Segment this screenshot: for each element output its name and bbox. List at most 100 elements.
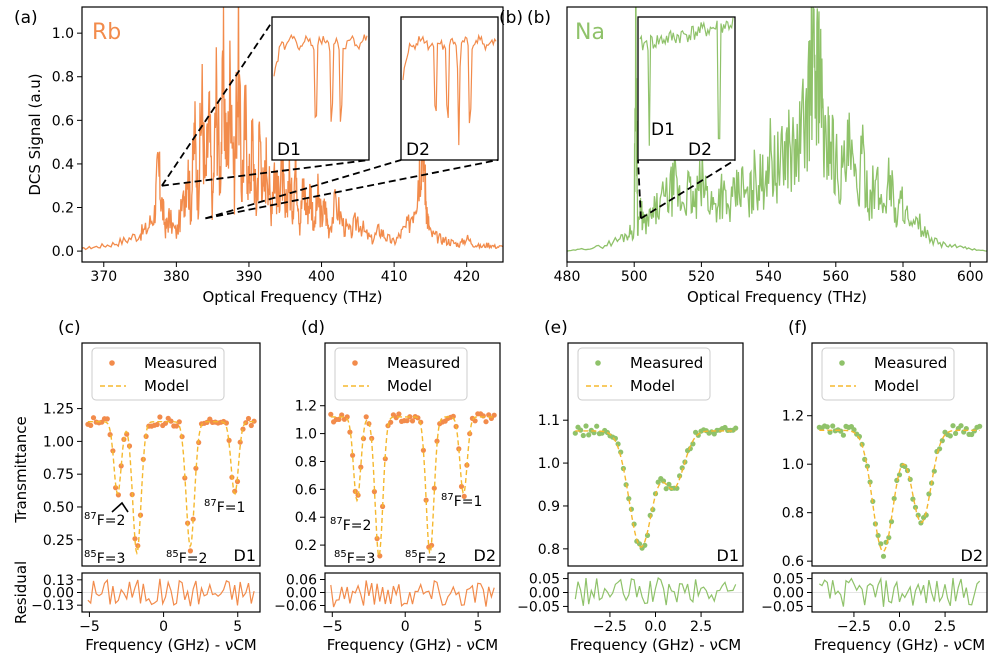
isotope-superscript: 87 [330,516,343,527]
measured-point [173,423,180,429]
x-tick-label: 0 [159,619,168,635]
measured-point [594,423,600,429]
panel-e: 0.80.91.01.1MeasuredModelD1(e)−0.050.000… [517,318,744,654]
legend-label-measured: Measured [874,354,947,372]
measured-point [344,414,350,420]
spectrum-series-line [567,7,987,252]
measured-point [336,416,342,422]
measured-point [583,423,589,429]
panel-c: 0.25 0.50 0.75 1.00 1.25 Measured Model D1 (c) −0… [12,318,261,654]
measured-point [830,423,836,429]
legend-box [577,347,711,401]
measured-point [396,411,402,417]
measured-point [679,465,685,471]
panel-b: 480 500 520 540 560 580 600 Optical Frequency (… [499,6,988,306]
x-axis-label: Frequency (GHz) - νCM [814,636,985,654]
measured-point [578,427,584,433]
measured-point [915,512,921,518]
x-tick-label: −2.5 [837,619,871,635]
panel-a: 370 380 390 400 410 420 0.0 0.2 0.4 0.6 0.8 1.0 Opti… [14,6,504,306]
measured-point [888,519,895,525]
level-label: F=2 [97,513,126,529]
inset-box [400,16,499,161]
measured-point [687,446,693,452]
measured-point [107,432,113,438]
corner-label: D2 [474,546,497,565]
zoom-line [637,159,642,219]
legend-marker-measured [109,360,115,366]
y-tick-label: 1.1 [538,413,560,429]
x-tick-label: 2.5 [690,619,712,635]
y-tick-label: 1.00 [43,434,74,450]
measured-point [226,437,232,443]
x-tick-label: 480 [554,269,581,285]
y-tick-label: 1.2 [782,409,804,425]
x-tick-label: 2.5 [934,619,956,635]
inset-series-line [402,33,497,146]
inset-label-d2: D2 [406,140,430,160]
measured-point [958,423,964,429]
measured-point [420,447,426,453]
measured-point [953,430,959,436]
isotope-superscript: 85 [334,549,347,560]
legend-marker-measured [352,360,358,366]
residual-tick-label: 0.13 [43,573,74,589]
panel-label: (f) [788,318,807,338]
x-tick-label: 390 [236,269,263,285]
x-tick-label: 580 [890,269,917,285]
measured-point [880,553,887,559]
y-tick-label: 0.8 [538,542,560,558]
residual-tick-label: −0.06 [274,599,317,615]
x-tick-label: −5 [322,619,343,635]
measured-point [977,423,983,429]
legend: Measured Model [334,347,468,401]
y-tick-label: 0.50 [43,500,74,516]
corner-label: D1 [717,546,740,565]
y-tick-label: 1.0 [295,427,317,443]
y-tick-label: 0.8 [295,454,317,470]
measured-point [409,418,416,424]
level-label: F=1 [217,500,246,516]
measured-point [572,430,578,436]
x-axis-label: Frequency (GHz) - νCM [85,636,256,654]
measured-point [237,439,243,445]
isotope-superscript: 87 [84,511,97,522]
measured-point [824,424,830,430]
measured-point [157,414,163,420]
measured-point [483,419,489,425]
residual-series-line [87,578,255,607]
x-tick-label: 0 [401,619,410,635]
panel-label: (d) [301,318,325,338]
measured-point [88,422,94,428]
residual-tick-label: 0.06 [286,573,317,589]
measured-point [711,431,717,437]
measured-point [644,532,651,539]
model-series-line [575,430,736,548]
legend-box [334,347,468,401]
measured-point [461,493,467,499]
panel-label: (a) [14,8,38,28]
x-tick-label: 560 [822,269,849,285]
y-tick-label: 1.2 [295,399,317,415]
measured-point [223,420,229,426]
measured-point [663,486,669,492]
legend-label-model: Model [630,377,675,395]
residual-series-line [574,576,737,606]
measured-point [240,426,246,432]
measured-point [891,495,897,502]
x-tick-label: 370 [90,269,117,285]
element-label: Na [575,20,605,45]
hyperfine-label: 87F=2 [84,511,125,529]
x-tick-label: 520 [688,269,715,285]
hyperfine-label: 85F=2 [166,549,207,567]
inset-label-d1: D1 [277,140,301,160]
x-tick-label: 400 [308,269,335,285]
measured-point [886,535,892,541]
isotope-superscript: 85 [84,549,97,560]
legend-label-measured: Measured [387,354,460,372]
measured-point [690,441,696,447]
element-label: Rb [92,20,121,45]
plot-frame [566,6,988,263]
level-label: F=3 [97,551,126,567]
x-tick-label: 600 [957,269,984,285]
